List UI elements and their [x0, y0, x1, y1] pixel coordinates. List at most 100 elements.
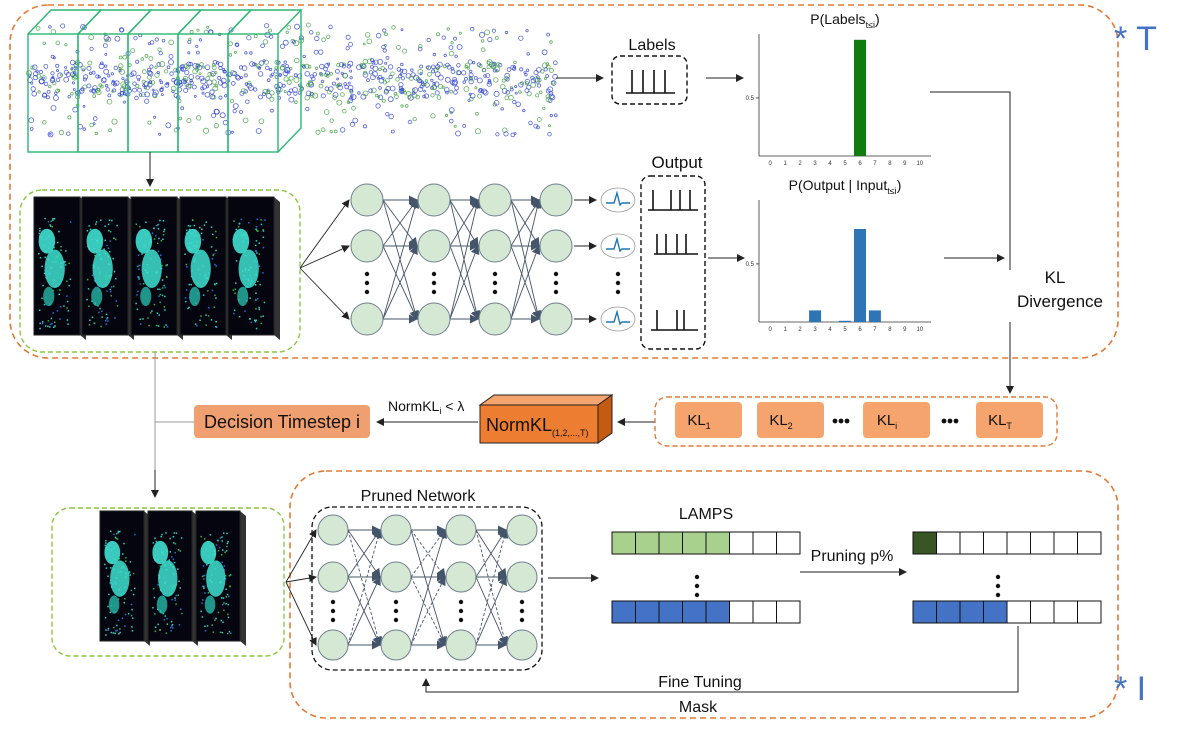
cloud-point [35, 69, 39, 73]
cloud-point [305, 90, 312, 97]
cloud-point [375, 32, 382, 39]
event-pixel [165, 532, 167, 534]
event-pixel [117, 532, 119, 534]
event-pixel [118, 633, 120, 635]
cloud-point [104, 53, 108, 56]
voxel-cube-side [277, 10, 302, 153]
event-pixel [194, 323, 197, 325]
cloud-point [495, 132, 500, 137]
cloud-point [309, 30, 314, 35]
cloud-point [86, 65, 92, 71]
cloud-point [247, 80, 252, 85]
cloud-point [543, 77, 547, 81]
event-pixel [98, 311, 100, 314]
event-blob [158, 560, 178, 597]
cloud-point [67, 95, 71, 99]
cloud-point [383, 68, 388, 73]
cloud-point [268, 28, 272, 33]
cloud-point [453, 124, 457, 128]
lamps-blue-cell [682, 600, 707, 624]
event-pixel [184, 297, 187, 299]
cloud-point [82, 84, 88, 90]
event-pixel [152, 607, 154, 609]
event-pixel [157, 224, 159, 226]
event-pixel [130, 589, 133, 592]
event-pixel [166, 325, 169, 328]
event-pixel [164, 615, 167, 617]
cloud-point [368, 88, 373, 93]
event-pixel [158, 314, 160, 316]
event-pixel [162, 612, 165, 615]
cloud-point [536, 67, 542, 73]
event-pixel [213, 306, 216, 308]
event-pixel [111, 219, 113, 222]
cloud-point [256, 63, 262, 69]
event-pixel [166, 623, 169, 625]
cloud-point [105, 87, 110, 92]
cloud-point [38, 69, 44, 75]
event-pixel [155, 540, 158, 543]
cloud-point [55, 40, 61, 46]
pruned-green-cell [959, 531, 984, 555]
network-edges [382, 195, 542, 324]
event-pixel [165, 264, 167, 267]
kl-list: KL1 KL2 KLi KLT [675, 402, 1043, 438]
cloud-point [494, 66, 501, 73]
cloud-point [508, 94, 514, 101]
cloud-point [368, 70, 373, 75]
event-pixel [185, 300, 187, 303]
x-tick-label: 2 [798, 161, 802, 167]
event-pixel [105, 567, 108, 569]
event-pixel [116, 224, 118, 227]
cloud-point [342, 72, 349, 79]
cloud-point [195, 75, 200, 80]
cloud-point [46, 90, 51, 94]
cloud-point [200, 86, 205, 91]
voxel-cube-front [227, 33, 279, 153]
cloud-point [515, 101, 521, 107]
event-pixel [172, 536, 175, 538]
cloud-point [114, 80, 120, 86]
pruned-blue-cell [983, 600, 1008, 624]
cloud-point [528, 120, 533, 126]
event-pixel [89, 319, 91, 321]
event-pixel [56, 310, 59, 312]
event-pixel [165, 632, 168, 634]
event-pixel [187, 307, 189, 310]
cloud-point [382, 28, 387, 33]
event-pixel [228, 575, 231, 577]
cloud-point [545, 74, 549, 78]
event-pixel [155, 225, 158, 227]
event-pixel [214, 263, 216, 266]
cloud-point [249, 61, 255, 67]
pruned-blue-cell [1053, 600, 1078, 624]
lamps-blue-cell [658, 600, 683, 624]
cloud-point [450, 66, 455, 71]
event-pixel [221, 561, 223, 563]
cloud-point [32, 64, 38, 70]
cloud-point [286, 79, 292, 85]
event-pixel [107, 629, 109, 631]
event-pixel [157, 242, 159, 245]
event-pixel [201, 575, 204, 578]
cloud-point [186, 61, 192, 67]
pruned-green-cell [912, 531, 937, 555]
cloud-point [111, 118, 118, 125]
cloud-point [448, 107, 455, 113]
cloud-point [448, 45, 454, 50]
event-pixel [162, 238, 164, 240]
cloud-point [418, 44, 423, 49]
event-pixel [105, 323, 107, 325]
cloud-point [170, 85, 177, 92]
pruned-green-cell [1077, 531, 1102, 555]
network-node [478, 229, 512, 263]
event-pixel [151, 232, 154, 234]
cloud-point [149, 64, 154, 69]
cloud-point [294, 57, 300, 64]
cloud-point [314, 66, 319, 70]
event-pixel [157, 623, 159, 626]
event-pixel [124, 625, 126, 627]
cloud-point [70, 71, 76, 78]
cloud-point [282, 39, 289, 46]
cloud-point [232, 71, 238, 77]
